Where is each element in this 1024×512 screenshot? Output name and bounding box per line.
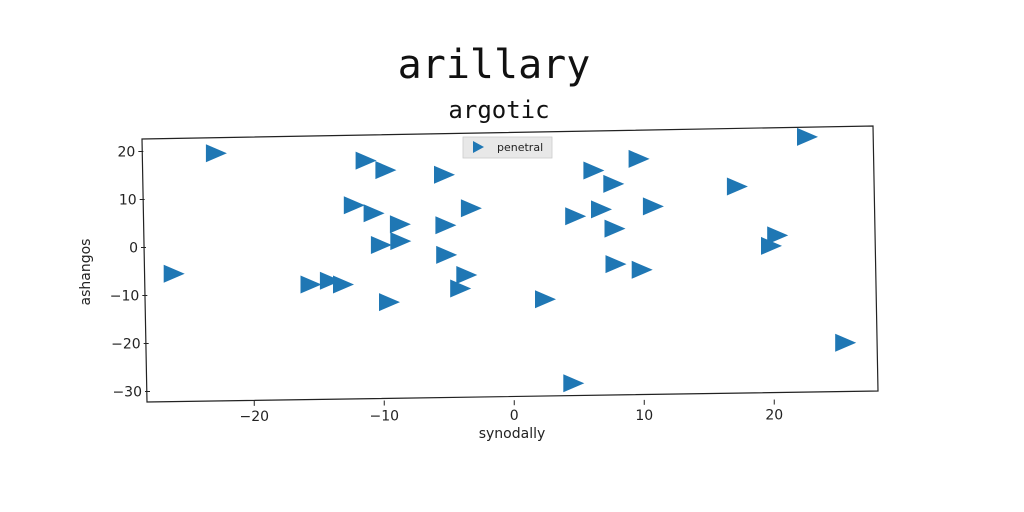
data-point [375, 161, 397, 180]
legend: penetral [462, 136, 553, 159]
y-axis-label: ashangos [78, 239, 94, 306]
data-point [436, 245, 458, 264]
data-point [642, 197, 664, 216]
data-point [565, 207, 587, 226]
y-tick-label: −30 [112, 385, 142, 401]
data-point [333, 275, 354, 294]
data-point [797, 127, 818, 146]
axes-box [141, 125, 879, 403]
data-point [343, 196, 365, 215]
y-tick-label: 20 [118, 145, 136, 161]
chart-title: arillary [398, 42, 591, 88]
data-point [389, 215, 411, 234]
legend-entry: penetral [497, 141, 543, 154]
data-point [726, 177, 748, 196]
data-point [535, 290, 556, 309]
x-axis-ticks: −20 −10 0 10 20 [239, 399, 783, 425]
data-point [319, 271, 341, 290]
data-point [605, 255, 627, 274]
data-point [363, 204, 385, 223]
x-tick-label: 10 [635, 408, 653, 424]
y-tick-label: −20 [111, 337, 141, 353]
x-axis-label: synodally [479, 426, 546, 442]
data-point [631, 260, 653, 279]
data-point [591, 200, 612, 219]
chart-subtitle: argotic [448, 96, 549, 124]
data-point [300, 275, 322, 294]
data-point [604, 219, 626, 238]
data-point [390, 232, 412, 251]
scatter-points [163, 127, 857, 393]
data-point [205, 144, 227, 163]
y-tick-label: −10 [110, 289, 140, 305]
data-point [379, 293, 400, 312]
y-axis-ticks: −30 −20 −10 0 10 20 [110, 145, 150, 401]
data-point [583, 161, 605, 180]
legend-marker [473, 141, 484, 153]
data-point [835, 333, 857, 352]
data-point [435, 216, 457, 235]
x-tick-label: 0 [510, 408, 519, 424]
data-point [460, 199, 482, 218]
x-tick-label: −20 [239, 409, 269, 425]
y-tick-label: 10 [119, 193, 137, 209]
legend-box [462, 136, 553, 159]
data-point [603, 174, 625, 193]
data-point [456, 266, 478, 284]
data-point [370, 236, 392, 254]
data-point [163, 264, 185, 283]
data-point [767, 226, 789, 245]
x-tick-label: 20 [765, 408, 783, 424]
data-point [563, 374, 585, 393]
x-tick-label: −10 [369, 409, 399, 425]
data-point [450, 279, 472, 298]
data-point [628, 149, 650, 168]
data-point [434, 165, 455, 184]
data-point [761, 236, 782, 255]
y-tick-label: 0 [129, 241, 138, 257]
plot-frame [141, 125, 879, 403]
data-point [355, 151, 377, 170]
